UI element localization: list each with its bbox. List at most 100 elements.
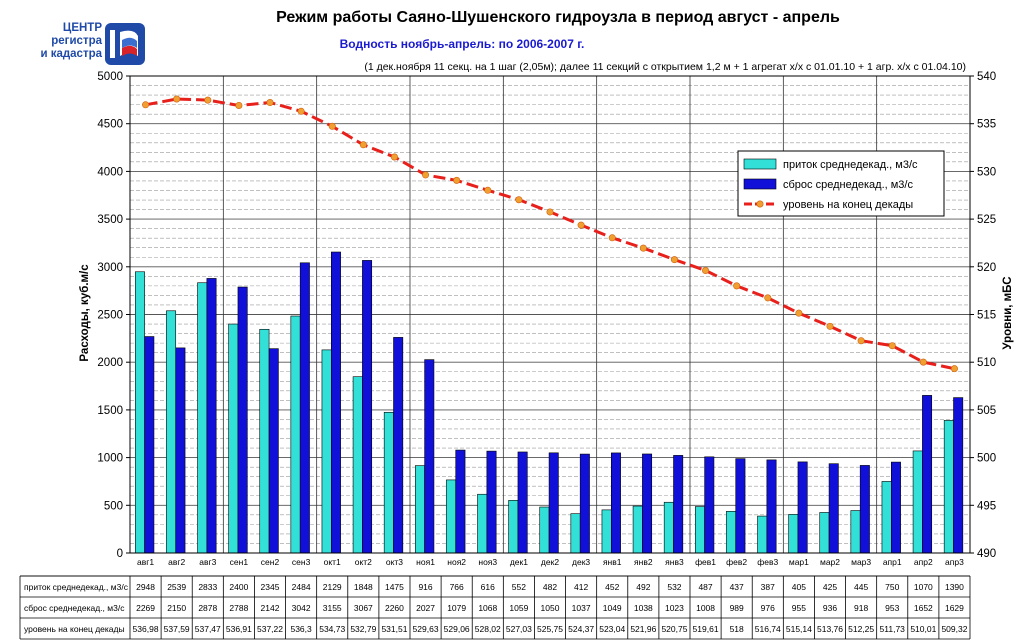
- y2-tick-label: 520: [977, 262, 996, 274]
- x-tick-label: дек1: [510, 557, 528, 567]
- y-tick-label: 2500: [97, 310, 123, 322]
- table-cell: 405: [792, 582, 806, 592]
- table-cell: 1475: [385, 582, 404, 592]
- level-point: [888, 342, 896, 350]
- y2-tick-label: 505: [977, 405, 996, 417]
- level-point: [546, 208, 554, 216]
- table-cell: 512,25: [848, 624, 874, 634]
- inflow-bar: [539, 506, 550, 554]
- table-cell: 2345: [261, 582, 280, 592]
- table-cell: 511,73: [880, 624, 906, 634]
- table-cell: 936: [823, 603, 837, 613]
- table-cell: 532,79: [350, 624, 376, 634]
- x-tick-label: сен3: [292, 557, 311, 567]
- inflow-bar: [757, 515, 768, 554]
- table-cell: 520,75: [661, 624, 687, 634]
- table-cell: 536,98: [133, 624, 159, 634]
- inflow-bar: [259, 328, 270, 554]
- level-point: [639, 244, 647, 252]
- x-tick-label: авг1: [137, 557, 154, 567]
- discharge-bar: [890, 461, 901, 554]
- table-cell: 519,61: [693, 624, 719, 634]
- table-cell: 2150: [167, 603, 186, 613]
- legend-swatch-inflow: [743, 158, 777, 170]
- x-tick-label: сен2: [261, 557, 280, 567]
- inflow-bar: [352, 376, 363, 554]
- x-tick-label: фев3: [757, 557, 778, 567]
- discharge-bar: [144, 336, 155, 554]
- level-point: [484, 186, 492, 194]
- y-tick-label: 4000: [97, 166, 123, 178]
- chart-subtitle: Водность ноябрь-апрель: по 2006-2007 г.: [340, 37, 585, 51]
- x-tick-label: мар2: [820, 557, 840, 567]
- discharge-bar: [922, 395, 933, 554]
- discharge-bar: [330, 251, 341, 554]
- table-cell: 2788: [229, 603, 248, 613]
- table-cell: 1070: [914, 582, 933, 592]
- y-tick-label: 1000: [97, 453, 123, 465]
- y2-axis-label: Уровни, мБС: [1002, 276, 1014, 349]
- legend-swatch-discharge: [743, 178, 777, 190]
- x-tick-label: ноя2: [447, 557, 466, 567]
- table-cell: 516,74: [755, 624, 781, 634]
- table-cell: 537,22: [257, 624, 283, 634]
- y-tick-label: 2000: [97, 357, 123, 369]
- table-row-label: приток среднедекад., м3/с: [24, 582, 129, 592]
- legend-entry: уровень на конец декады: [783, 199, 913, 211]
- table-cell: 1023: [665, 603, 684, 613]
- table-cell: 528,02: [475, 624, 501, 634]
- titles: Режим работы Саяно-Шушенского гидроузла …: [79, 9, 1014, 362]
- discharge-bar: [704, 456, 715, 554]
- table-cell: 537,59: [164, 624, 190, 634]
- y2-tick-label: 530: [977, 166, 996, 178]
- logo: ЦЕНТР регистра и кадастра: [6, 22, 146, 74]
- level-point: [328, 122, 336, 130]
- table-cell: 492: [636, 582, 650, 592]
- discharge-bar: [206, 278, 217, 554]
- logo-emblem-icon: [105, 23, 145, 65]
- x-tick-label: янв1: [603, 557, 622, 567]
- table-cell: 2539: [167, 582, 186, 592]
- discharge-bar: [455, 449, 466, 554]
- table-cell: 452: [605, 582, 619, 592]
- discharge-bar: [268, 348, 279, 554]
- table-cell: 1008: [696, 603, 715, 613]
- discharge-bar: [517, 451, 528, 554]
- table-cell: 529,06: [444, 624, 470, 634]
- table-cell: 509,32: [941, 624, 967, 634]
- table-cell: 766: [450, 582, 464, 592]
- table-cell: 529,63: [413, 624, 439, 634]
- level-point: [764, 294, 772, 302]
- table-cell: 482: [543, 582, 557, 592]
- y-tick-label: 0: [117, 548, 123, 560]
- table-cell: 513,76: [817, 624, 843, 634]
- level-point: [608, 234, 616, 242]
- table-cell: 537,47: [195, 624, 221, 634]
- y-tick-label: 1500: [97, 405, 123, 417]
- inflow-bar: [788, 514, 799, 554]
- level-point: [422, 171, 430, 179]
- table-cell: 3067: [354, 603, 373, 613]
- table-cell: 1079: [447, 603, 466, 613]
- x-tick-label: окт2: [355, 557, 372, 567]
- y2-tick-label: 510: [977, 357, 996, 369]
- level-point: [950, 365, 958, 373]
- table-cell: 518: [730, 624, 744, 634]
- table-cell: 1049: [603, 603, 622, 613]
- table-cell: 3042: [292, 603, 311, 613]
- x-tick-label: ноя3: [478, 557, 497, 567]
- discharge-bar: [953, 397, 964, 554]
- table-cell: 1390: [945, 582, 964, 592]
- inflow-bar: [166, 310, 177, 554]
- discharge-bar: [579, 453, 590, 554]
- discharge-bar: [362, 260, 373, 554]
- table-cell: 2948: [136, 582, 155, 592]
- x-tick-label: ноя1: [416, 557, 435, 567]
- level-point: [826, 322, 834, 330]
- table-cell: 521,96: [630, 624, 656, 634]
- x-tick-label: апр2: [914, 557, 933, 567]
- y2-tick-label: 495: [977, 500, 996, 512]
- level-point: [235, 101, 243, 109]
- table-cell: 437: [730, 582, 744, 592]
- table-cell: 412: [574, 582, 588, 592]
